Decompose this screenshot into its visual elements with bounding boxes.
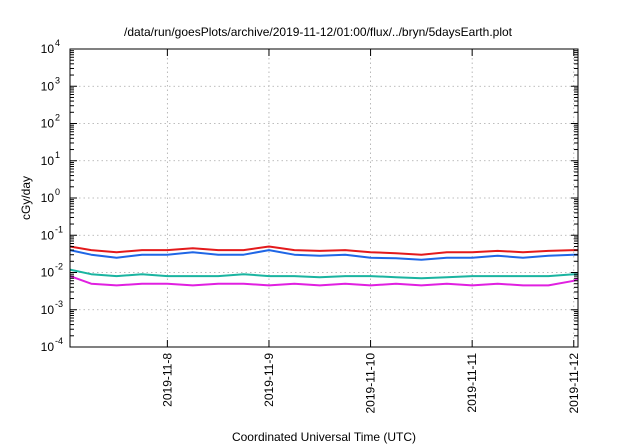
- x-tick-label: 2019-11-10: [364, 353, 378, 414]
- series-line: [69, 268, 578, 280]
- series-lines: [69, 245, 579, 287]
- y-tick-label: 10: [41, 117, 55, 131]
- x-axis-ticks: 2019-11-8 2019-11-9 2019-11-10 2019-11-11 20…: [160, 49, 581, 414]
- y-tick-label: 10: [41, 191, 55, 205]
- x-axis-label: Coordinated Universal Time (UTC): [232, 430, 416, 444]
- y-tick-exponent: 2: [55, 113, 60, 123]
- x-tick-label: 2019-11-11: [465, 353, 479, 413]
- x-tick-label: 2019-11-8: [160, 353, 174, 407]
- y-tick-exponent: -3: [55, 299, 63, 309]
- y-tick-exponent: -1: [55, 224, 63, 234]
- y-tick-label: 10: [41, 266, 55, 280]
- chart-title: /data/run/goesPlots/archive/2019-11-12/0…: [124, 25, 513, 39]
- y-tick-exponent: 4: [55, 38, 60, 48]
- y-tick-label: 10: [41, 228, 55, 242]
- y-tick-label: 10: [41, 154, 55, 168]
- y-tick-label: 10: [41, 303, 55, 317]
- y-axis-label: cGy/day: [19, 176, 33, 220]
- x-tick-label: 2019-11-9: [262, 353, 276, 407]
- y-tick-exponent: -4: [55, 336, 63, 346]
- y-tick-label: 10: [41, 42, 55, 56]
- y-tick-label: 10: [41, 79, 55, 93]
- series-line: [69, 245, 578, 256]
- y-tick-exponent: 3: [55, 75, 60, 85]
- series-line: [69, 275, 579, 287]
- y-tick-exponent: 0: [55, 187, 60, 197]
- y-tick-exponent: 1: [55, 150, 60, 160]
- x-tick-label: 2019-11-12: [567, 353, 581, 414]
- y-tick-exponent: -2: [55, 262, 63, 272]
- y-tick-label: 10: [41, 340, 55, 354]
- grid-lines: [70, 49, 578, 347]
- plot-frame: [69, 48, 579, 348]
- series-line: [69, 249, 578, 261]
